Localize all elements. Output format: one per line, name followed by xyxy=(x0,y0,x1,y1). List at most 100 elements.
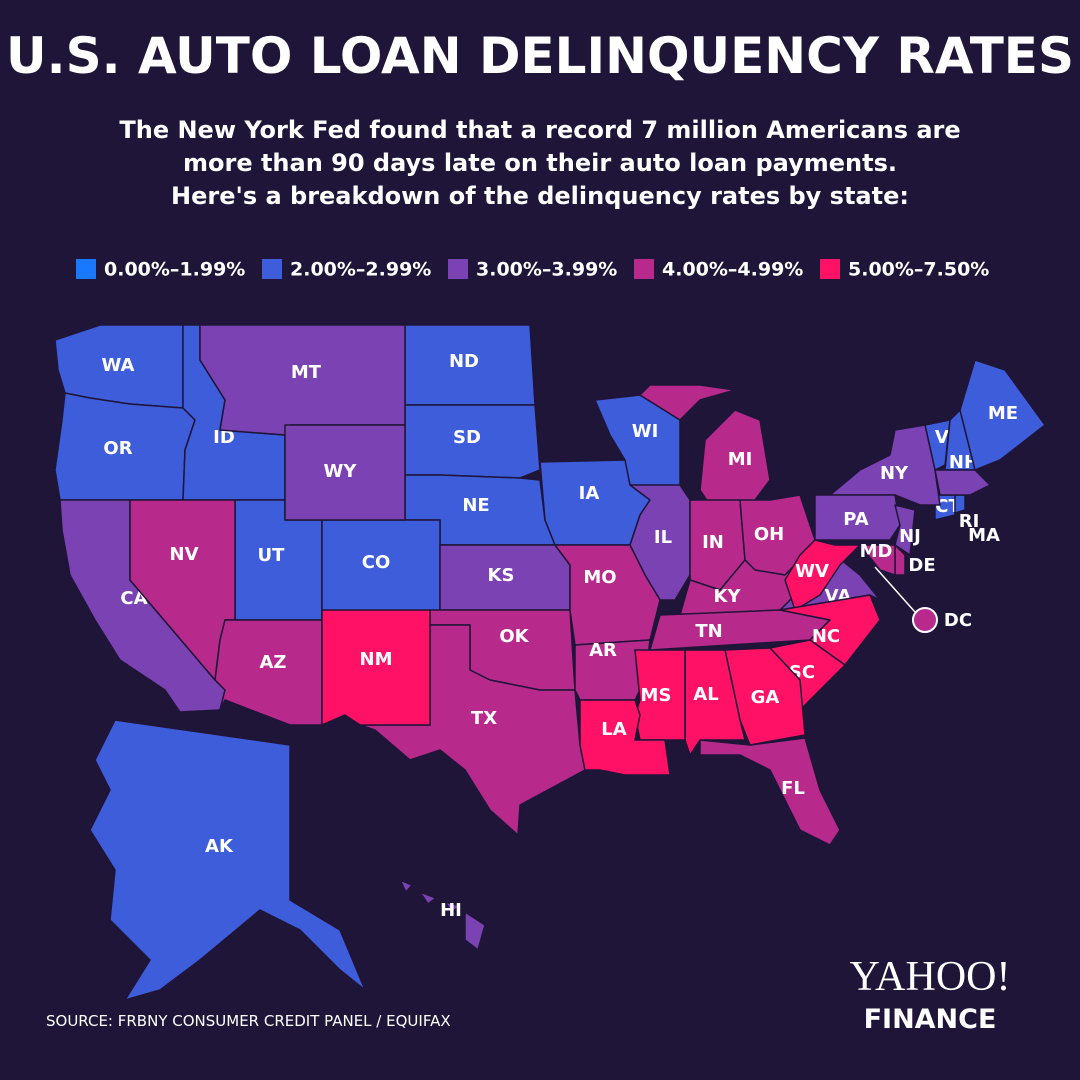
state-label: NJ xyxy=(899,526,921,547)
source: SOURCE: FRBNY CONSUMER CREDIT PANEL / EQ… xyxy=(46,1012,451,1030)
title: U.S. AUTO LOAN DELINQUENCY RATES xyxy=(6,27,1074,85)
state: RI xyxy=(954,494,980,532)
state: MT xyxy=(199,324,406,436)
state: OR xyxy=(54,392,196,501)
state: CO xyxy=(321,519,441,621)
legend-label: 4.00%–4.99% xyxy=(662,259,803,281)
state-label: DE xyxy=(908,555,935,576)
state-label: CO xyxy=(362,552,391,573)
dc-leader xyxy=(874,566,916,613)
state-label: MT xyxy=(291,362,322,383)
state: PA xyxy=(814,494,901,541)
state-shape xyxy=(684,649,746,756)
state-shape xyxy=(912,607,938,633)
state-shape xyxy=(814,494,901,541)
state-shape xyxy=(89,719,366,1001)
state-label: WI xyxy=(632,421,659,442)
state-label: AL xyxy=(693,684,718,705)
state-label: MI xyxy=(728,449,753,470)
state-shape xyxy=(284,424,406,521)
state: LA xyxy=(579,699,671,776)
state-label: NM xyxy=(360,649,393,670)
state-label: NV xyxy=(170,544,199,565)
state: MO xyxy=(554,544,661,646)
brand-logo: YAHOO! xyxy=(850,954,1011,1000)
state-shape xyxy=(639,384,771,506)
state: AL xyxy=(684,649,746,756)
state: WV xyxy=(784,539,861,611)
legend-label: 2.00%–2.99% xyxy=(290,259,431,281)
state-label: SD xyxy=(453,427,481,448)
state-label: MS xyxy=(641,685,672,706)
state: NM xyxy=(321,609,431,726)
legend-item: 2.00%–2.99% xyxy=(262,259,431,281)
legend-swatch xyxy=(634,259,654,279)
state-shape xyxy=(321,609,431,726)
state: OH xyxy=(739,494,816,576)
state: TX xyxy=(359,624,586,836)
subtitle-line: The New York Fed found that a record 7 m… xyxy=(119,116,960,144)
legend-swatch xyxy=(262,259,282,279)
state-label: WV xyxy=(795,561,829,582)
state-label: UT xyxy=(258,545,286,566)
state: KS xyxy=(439,544,571,611)
state-label: LA xyxy=(601,719,626,740)
state-label: KS xyxy=(488,565,515,586)
state-label: FL xyxy=(781,778,805,799)
subtitle-line: more than 90 days late on their auto loa… xyxy=(183,149,897,177)
state-shape xyxy=(699,737,841,846)
state-label: IA xyxy=(579,483,600,504)
state-shape xyxy=(784,539,861,611)
state-label: HI xyxy=(440,900,462,921)
legend-label: 5.00%–7.50% xyxy=(848,259,989,281)
state: NY xyxy=(829,424,941,506)
state-label: AR xyxy=(589,640,617,661)
legend-label: 3.00%–3.99% xyxy=(476,259,617,281)
state: ND xyxy=(404,324,536,406)
state: ME xyxy=(959,359,1046,471)
state-label: DC xyxy=(944,610,972,631)
state: AK xyxy=(89,719,366,1001)
subtitle-line: Here's a breakdown of the delinquency ra… xyxy=(171,182,909,210)
subtitle: The New York Fed found that a record 7 m… xyxy=(119,116,960,210)
state-label: OH xyxy=(754,524,784,545)
state-label: OK xyxy=(499,626,529,647)
state-shape xyxy=(359,624,586,836)
state-label: OR xyxy=(103,438,132,459)
state: NC xyxy=(779,594,881,666)
legend-item: 0.00%–1.99% xyxy=(76,259,245,281)
state-label: ME xyxy=(988,403,1018,424)
state: NJ xyxy=(894,504,921,556)
state: IN xyxy=(689,499,746,591)
state: AZ xyxy=(214,619,323,726)
state-label: RI xyxy=(959,511,980,532)
state-label: TX xyxy=(471,708,497,729)
state: MI xyxy=(639,384,771,506)
state-label: MO xyxy=(583,567,616,588)
map: WA OR ID ND SD NE UT CO IA WI AK VT NH M… xyxy=(54,324,1046,1001)
legend-swatch xyxy=(820,259,840,279)
state-shape xyxy=(934,469,991,496)
state: HI xyxy=(399,879,486,951)
state-label: ID xyxy=(213,427,235,448)
legend: 0.00%–1.99% 2.00%–2.99% 3.00%–3.99% 4.00… xyxy=(76,259,989,281)
state-label: PA xyxy=(843,509,869,530)
state-label: NY xyxy=(880,463,909,484)
state-label: MA xyxy=(968,525,1000,546)
brand-sub: FINANCE xyxy=(864,1004,997,1035)
state: WY xyxy=(284,424,406,521)
state: SD xyxy=(404,404,541,479)
state-label: KY xyxy=(714,586,742,607)
state-label: GA xyxy=(751,687,780,708)
state-shape xyxy=(829,424,941,506)
state: MS xyxy=(634,649,686,741)
state-label: IN xyxy=(702,532,724,553)
state: MA xyxy=(934,469,1000,546)
state-label: ND xyxy=(449,351,479,372)
state-label: WA xyxy=(102,355,135,376)
state: FL xyxy=(699,737,841,846)
legend-item: 4.00%–4.99% xyxy=(634,259,803,281)
state-shape xyxy=(399,879,486,951)
state-label: NC xyxy=(812,626,840,647)
